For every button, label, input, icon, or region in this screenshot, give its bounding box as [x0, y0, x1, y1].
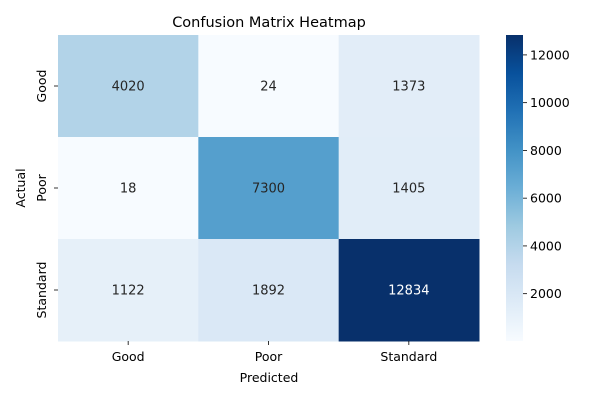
- cell-value-label: 18: [120, 182, 137, 197]
- cell-value-label: 24: [260, 80, 277, 95]
- heatmap-cells: [58, 35, 480, 342]
- y-tick-label: Standard: [34, 262, 49, 319]
- x-axis-ticks: Good Poor Standard: [112, 341, 437, 364]
- x-axis-label: Predicted: [240, 370, 299, 385]
- heatmap-cell: [58, 137, 199, 240]
- colorbar-tick-label: 8000: [530, 143, 562, 158]
- heatmap-cell-labels: 4020 24 1373 18 7300 1405 1122 1892 12834: [112, 80, 430, 299]
- cell-value-label: 1892: [252, 284, 285, 299]
- heatmap-cell: [338, 137, 480, 240]
- y-tick-label: Poor: [34, 173, 49, 201]
- colorbar: [506, 35, 523, 341]
- x-tick-label: Standard: [380, 349, 437, 364]
- cell-value-label: 1405: [392, 182, 425, 197]
- colorbar-tick-label: 4000: [530, 238, 562, 253]
- heatmap-cell: [338, 35, 480, 138]
- heatmap-cell: [198, 35, 340, 138]
- cell-value-label: 4020: [112, 80, 145, 95]
- colorbar-tick-label: 2000: [530, 286, 562, 301]
- x-tick-label: Good: [112, 349, 145, 364]
- colorbar-ticks: 2000 4000 6000 8000 10000 12000: [523, 47, 570, 301]
- heatmap-cell: [338, 239, 480, 342]
- y-tick-label: Good: [34, 70, 49, 103]
- colorbar-tick-label: 12000: [530, 47, 570, 62]
- cell-value-label: 1373: [392, 80, 425, 95]
- y-axis-ticks: Good Poor Standard: [34, 70, 58, 319]
- y-axis-label: Actual: [13, 168, 28, 207]
- colorbar-tick-label: 10000: [530, 95, 570, 110]
- cell-value-label: 7300: [252, 182, 285, 197]
- x-tick-label: Poor: [255, 349, 283, 364]
- heatmap-cell: [198, 239, 340, 342]
- cell-value-label: 12834: [388, 284, 429, 299]
- heatmap-cell: [198, 137, 340, 240]
- heatmap-cell: [58, 239, 199, 342]
- chart-title: Confusion Matrix Heatmap: [172, 15, 366, 31]
- cell-value-label: 1122: [112, 284, 145, 299]
- heatmap-cell: [58, 35, 199, 138]
- colorbar-tick-label: 6000: [530, 191, 562, 206]
